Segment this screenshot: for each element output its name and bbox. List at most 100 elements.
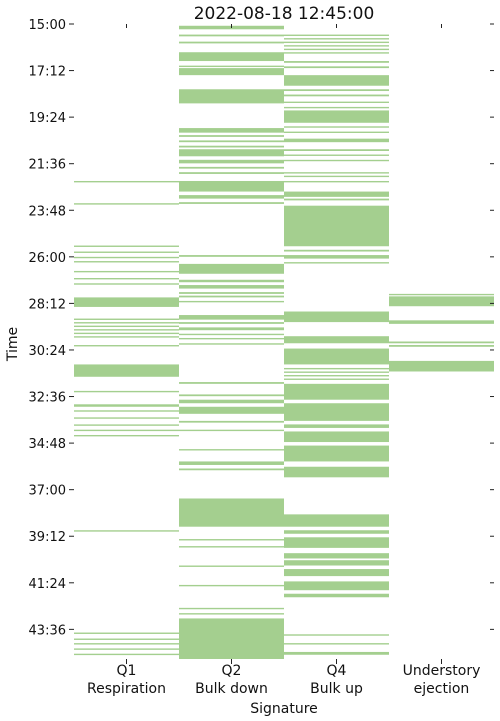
band-3-18: [284, 149, 389, 151]
y-tick-label: 32:36: [29, 391, 66, 406]
band-2-23: [179, 292, 284, 294]
band-3-1: [284, 34, 389, 36]
x-axis: Q1 Respiration Q2 Bulk down Q4 Bulk up Underst…: [87, 24, 480, 697]
band-3-23: [284, 180, 389, 183]
band-3-36: [284, 378, 389, 380]
band-1-1: [74, 180, 179, 183]
y-tick-label: 41:24: [29, 577, 66, 592]
y-axis: 15:00 17:12 19:24 21:36 23:48 26:00 28:12 30:24…: [29, 18, 494, 638]
band-1-30: [74, 648, 179, 650]
band-2-7: [179, 89, 284, 104]
band-3-51: [284, 634, 389, 636]
band-3-37: [284, 383, 389, 400]
band-2-19: [179, 255, 284, 257]
band-1-6: [74, 261, 179, 263]
band-2-2: [179, 34, 284, 37]
band-3-43: [284, 514, 389, 527]
band-2-46: [179, 607, 284, 610]
band-3-10: [284, 89, 389, 92]
band-3-28: [284, 255, 389, 259]
band-2-10: [179, 140, 284, 143]
band-3-7: [284, 61, 389, 63]
band-1-23: [74, 424, 179, 426]
band-3-42: [284, 466, 389, 478]
band-4-2: [389, 296, 494, 307]
band-3-9: [284, 75, 389, 86]
band-1-4: [74, 251, 179, 253]
band-1-11: [74, 318, 179, 320]
x-tick-label-line2: ejection: [414, 681, 470, 697]
band-3-40: [284, 431, 389, 443]
band-2-13: [179, 159, 284, 164]
band-2-43: [179, 546, 284, 548]
band-1-14: [74, 329, 179, 331]
band-2-31: [179, 343, 284, 345]
band-2-37: [179, 429, 284, 432]
x-tick-label: Q1: [117, 663, 137, 679]
band-1-15: [74, 332, 179, 335]
band-3-11: [284, 94, 389, 97]
x-axis-label: Signature: [250, 701, 318, 717]
band-3-3: [284, 41, 389, 44]
band-2-17: [179, 195, 284, 199]
band-1-20: [74, 404, 179, 407]
band-2-47: [179, 613, 284, 615]
band-2-14: [179, 166, 284, 169]
band-3-49: [284, 581, 389, 591]
band-3-22: [284, 175, 389, 178]
band-1-28: [74, 638, 179, 640]
band-4-6: [389, 360, 494, 372]
band-1-8: [74, 278, 179, 280]
band-2-22: [179, 285, 284, 289]
x-tick-label-line2: Bulk up: [310, 681, 363, 697]
band-2-48: [179, 618, 284, 659]
y-tick-label: 30:24: [29, 344, 66, 359]
band-2-3: [179, 41, 284, 44]
band-1-16: [74, 336, 179, 338]
band-2-44: [179, 565, 284, 567]
band-1-22: [74, 417, 179, 419]
x-tick-label: Q4: [327, 663, 347, 679]
band-1-31: [74, 653, 179, 656]
y-tick-label: 21:36: [29, 158, 66, 173]
band-3-2: [284, 38, 389, 40]
band-3-47: [284, 560, 389, 566]
band-3-19: [284, 154, 389, 156]
band-2-8: [179, 128, 284, 133]
x-tick-label-line2: Bulk down: [195, 681, 268, 697]
band-3-41: [284, 445, 389, 462]
band-2-5: [179, 65, 284, 68]
band-2-28: [179, 327, 284, 331]
band-3-13: [284, 106, 389, 109]
band-4-5: [389, 345, 494, 347]
band-2-9: [179, 135, 284, 137]
band-2-39: [179, 461, 284, 465]
band-3-45: [284, 537, 389, 548]
band-1-10: [74, 297, 179, 307]
band-2-15: [179, 172, 284, 174]
band-2-12: [179, 149, 284, 157]
band-3-35: [284, 375, 389, 377]
band-2-36: [179, 420, 284, 423]
band-1-25: [74, 434, 179, 437]
x-tick-label: Understory: [403, 663, 481, 679]
band-4-3: [389, 320, 494, 324]
band-3-12: [284, 101, 389, 104]
band-2-25: [179, 300, 284, 303]
band-2-30: [179, 337, 284, 340]
band-1-12: [74, 322, 179, 324]
band-1-13: [74, 325, 179, 328]
band-2-26: [179, 315, 284, 320]
band-3-21: [284, 172, 389, 174]
y-tick-label: 28:12: [29, 297, 66, 312]
y-tick-label: 19:24: [29, 111, 66, 126]
band-1-9: [74, 283, 179, 285]
y-axis-label: Time: [5, 327, 21, 362]
y-tick-label: 17:12: [29, 65, 66, 80]
band-2-33: [179, 394, 284, 397]
band-2-35: [179, 406, 284, 414]
band-3-17: [284, 138, 389, 143]
band-2-11: [179, 145, 284, 148]
band-2-45: [179, 584, 284, 587]
